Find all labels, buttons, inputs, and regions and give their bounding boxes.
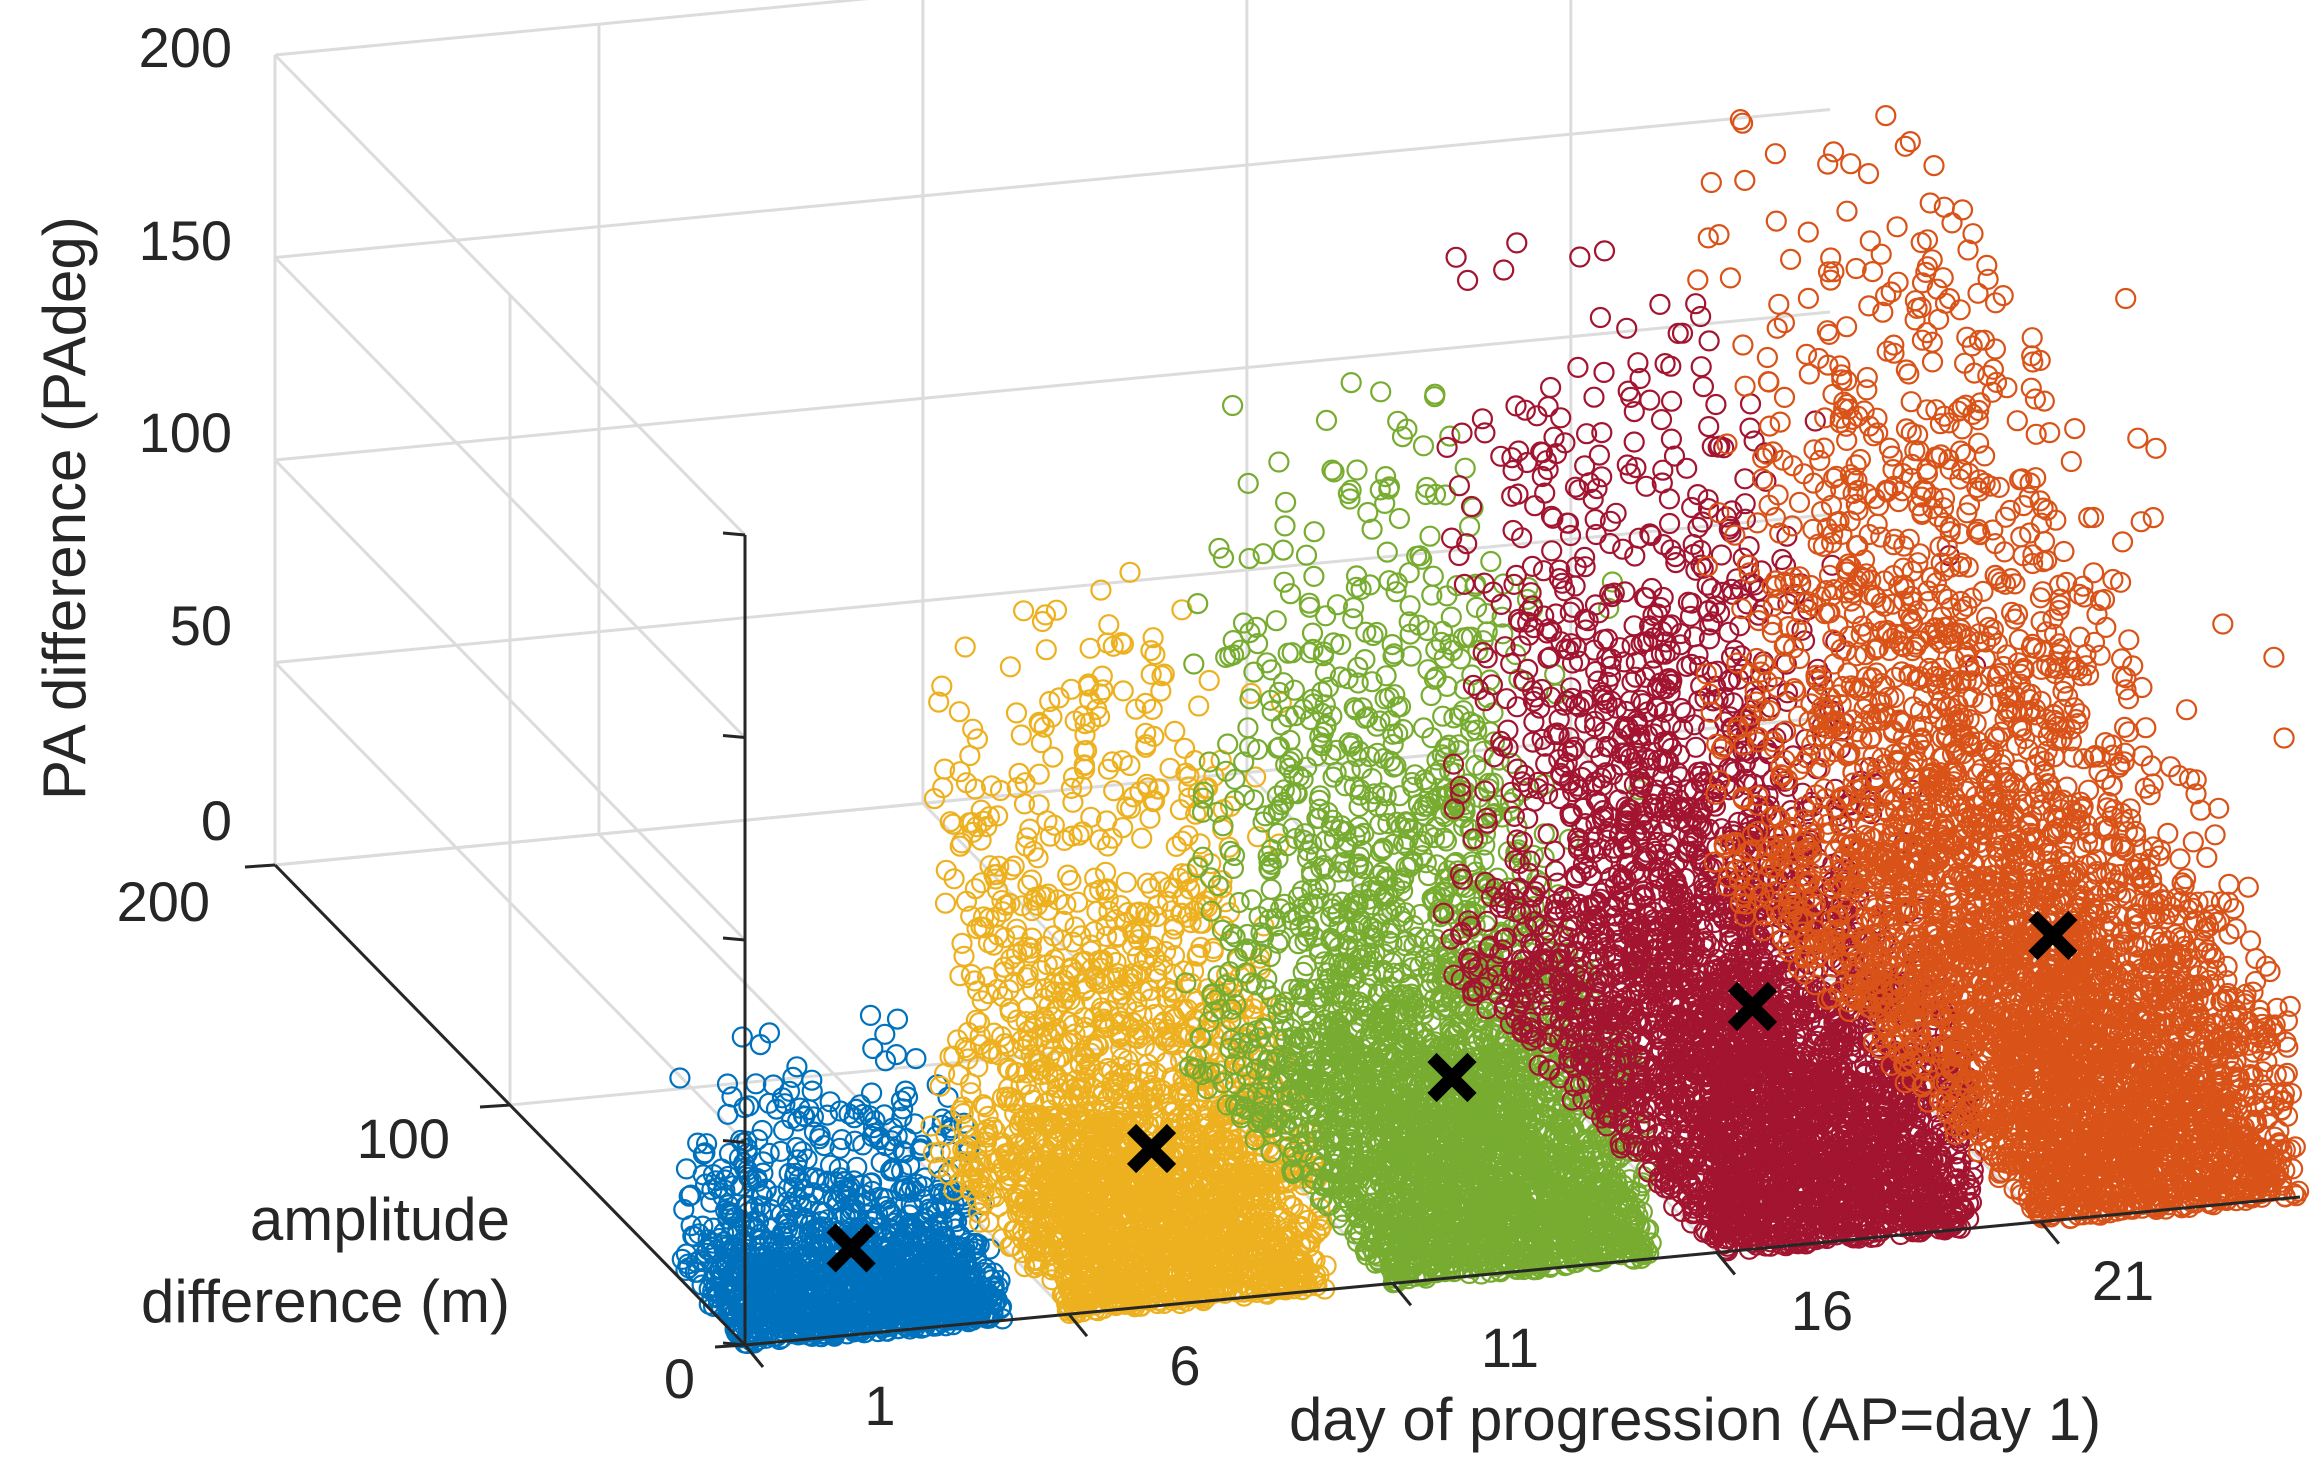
- series-group: [922, 563, 1336, 1323]
- data-point: [1012, 726, 1031, 745]
- data-point: [1175, 739, 1194, 758]
- data-point: [955, 947, 974, 966]
- data-point: [1167, 837, 1186, 856]
- data-point: [803, 1082, 822, 1101]
- data-point: [1189, 697, 1208, 716]
- data-point: [1117, 873, 1136, 892]
- data-point: [1132, 829, 1151, 848]
- data-point: [950, 702, 969, 721]
- data-point: [746, 1074, 765, 1093]
- data-point: [1279, 644, 1298, 663]
- data-point: [888, 1010, 907, 1029]
- data-point: [1007, 703, 1026, 722]
- data-point: [1114, 681, 1133, 700]
- data-point: [1030, 795, 1049, 814]
- data-point: [1371, 382, 1390, 401]
- scatter-3d-chart: 200 150 100 50 0 200 100 0 1 6 11 16 21 …: [0, 0, 2323, 1467]
- data-point: [861, 1006, 880, 1025]
- grid-line: [275, 0, 1830, 55]
- data-point: [1085, 869, 1104, 888]
- data-point: [787, 1057, 806, 1076]
- data-point: [802, 1071, 821, 1090]
- data-point: [1063, 793, 1082, 812]
- data-point: [1030, 765, 1049, 784]
- data-point: [1305, 522, 1324, 541]
- data-point: [1262, 880, 1281, 899]
- data-point: [1200, 671, 1219, 690]
- data-point: [887, 1045, 906, 1064]
- data-point: [1121, 563, 1140, 582]
- data-point: [818, 1106, 837, 1125]
- data-point: [936, 894, 955, 913]
- grid-line: [275, 110, 1830, 258]
- data-point: [1030, 713, 1049, 732]
- data-point: [1173, 832, 1192, 851]
- data-point: [1058, 866, 1077, 885]
- data-point: [1099, 615, 1118, 634]
- data-point: [1099, 760, 1118, 779]
- data-point: [956, 638, 975, 657]
- data-point: [876, 1051, 895, 1070]
- data-point: [1085, 922, 1104, 941]
- data-point: [1037, 640, 1056, 659]
- data-point: [1358, 503, 1377, 522]
- data-point: [1001, 657, 1020, 676]
- data-point: [1274, 541, 1293, 560]
- data-point: [1414, 436, 1433, 455]
- data-point: [1142, 665, 1161, 684]
- data-point: [1390, 509, 1409, 528]
- data-point: [1165, 722, 1184, 741]
- data-point: [1014, 601, 1033, 620]
- data-point: [863, 1039, 882, 1058]
- data-point: [862, 1084, 881, 1103]
- data-point: [953, 934, 972, 953]
- data-point: [1029, 848, 1048, 867]
- data-points-layer: [670, 106, 2308, 1353]
- data-point: [1081, 639, 1100, 658]
- data-point: [1141, 641, 1160, 660]
- data-point: [1348, 461, 1367, 480]
- grid-line: [275, 312, 1830, 460]
- data-point: [1402, 647, 1421, 666]
- data-point: [723, 1087, 742, 1106]
- data-point: [733, 1028, 752, 1047]
- data-point: [1036, 605, 1055, 624]
